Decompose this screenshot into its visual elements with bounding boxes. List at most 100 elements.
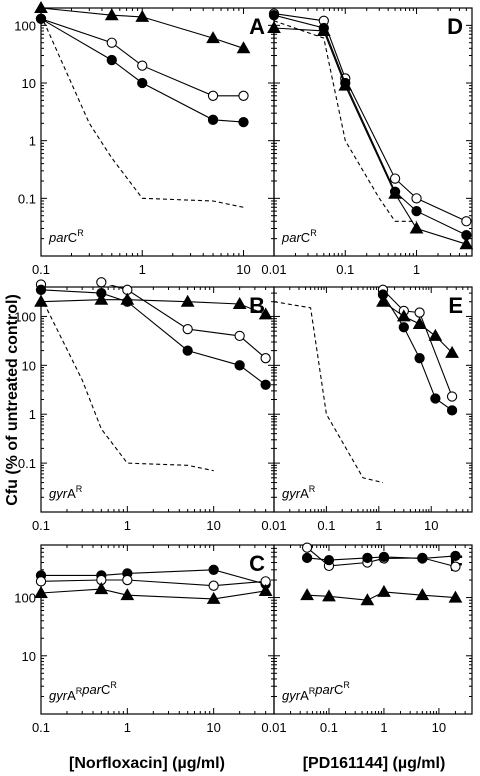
x-axis-label-norfloxacin: [Norfloxacin] (µg/ml) [69, 755, 225, 772]
series-line [274, 301, 384, 484]
x-tick-label: 0.1 [32, 518, 50, 533]
x-tick-label: 1 [413, 262, 420, 277]
data-point-triangle [34, 0, 48, 13]
y-tick-label: 100 [14, 309, 36, 324]
data-point-open-circle [389, 173, 401, 184]
data-point-triangle [412, 317, 427, 330]
data-point-triangle [377, 584, 391, 597]
panel-letter: E [448, 293, 463, 318]
series-filled-triangle [34, 0, 251, 54]
panel-letter: D [447, 14, 463, 39]
series-line [41, 14, 244, 208]
data-point-open-circle [446, 391, 458, 402]
series-line [41, 285, 266, 359]
data-point-filled-circle [414, 353, 425, 364]
series-line [274, 13, 467, 222]
data-point-triangle [135, 9, 150, 22]
data-point-triangle [180, 294, 195, 307]
strain-label: gyrAR [49, 484, 83, 501]
x-tick-label: 0.01 [261, 262, 286, 277]
data-point-filled-circle [208, 564, 219, 575]
y-tick-label: 100 [14, 18, 36, 33]
series-dashed [274, 20, 417, 222]
x-tick-label: 1 [124, 720, 131, 735]
data-point-triangle [120, 588, 135, 601]
panel-frame [40, 286, 275, 513]
data-point-open-circle [450, 561, 461, 572]
data-point-filled-circle [207, 114, 219, 125]
data-point-triangle [258, 307, 273, 320]
data-point-triangle [338, 78, 353, 91]
series-filled-triangle [34, 582, 273, 604]
series-open-circle [377, 284, 458, 402]
data-point-triangle [459, 237, 474, 250]
data-point-triangle [120, 292, 135, 305]
x-tick-label: 10 [236, 262, 250, 277]
series-line [41, 289, 266, 386]
data-point-open-circle [106, 37, 117, 48]
data-point-filled-circle [234, 360, 245, 371]
data-point-open-circle [238, 90, 249, 101]
x-tick-label: 0.01 [261, 720, 286, 735]
data-point-filled-circle [446, 405, 458, 416]
x-tick-label: 0.01 [261, 518, 286, 533]
strain-label: gyrARparCR [282, 680, 350, 703]
data-point-triangle [388, 186, 402, 199]
x-tick-label: 10 [424, 518, 438, 533]
data-point-filled-circle [137, 77, 148, 89]
data-point-open-circle [260, 353, 271, 364]
data-point-filled-circle [378, 551, 390, 563]
y-tick-label: 0.1 [18, 191, 36, 206]
y-tick-label: 10 [22, 76, 36, 91]
data-point-triangle [104, 8, 119, 21]
series-filled-circle [268, 10, 472, 241]
data-point-triangle [258, 583, 273, 596]
data-point-open-circle [207, 90, 219, 101]
y-tick-label: 0.1 [18, 456, 36, 471]
data-point-filled-circle [106, 54, 117, 66]
data-point-triangle [360, 593, 375, 606]
y-tick-label: 1 [29, 134, 36, 149]
data-point-filled-circle [182, 345, 193, 356]
x-tick-label: 1 [375, 518, 382, 533]
series-filled-triangle [300, 584, 463, 606]
data-point-open-circle [234, 330, 245, 342]
series-line [41, 579, 266, 587]
data-point-filled-circle [35, 13, 47, 24]
data-point-filled-circle [268, 10, 280, 21]
data-point-triangle [94, 292, 109, 305]
data-point-triangle [448, 590, 463, 603]
series-dashed [41, 296, 214, 472]
data-point-triangle [94, 582, 109, 595]
x-tick-label: 0.1 [32, 720, 50, 735]
series-open-circle [35, 277, 271, 364]
y-tick-label: 10 [22, 649, 36, 664]
panel-frame [273, 7, 473, 257]
x-tick-label: 10 [206, 720, 220, 735]
x-tick-label: 10 [206, 518, 220, 533]
panel-letter: B [249, 293, 265, 318]
series-dashed [41, 14, 244, 208]
x-tick-label: 1 [139, 262, 146, 277]
x-axis-label-pd161144: [PD161144] (µg/ml) [303, 755, 446, 772]
x-tick-label: 1 [124, 518, 131, 533]
data-point-triangle [267, 20, 281, 33]
data-point-triangle [236, 41, 251, 54]
panel-letter: A [249, 14, 265, 39]
series-dashed [274, 301, 384, 484]
x-tick-label: 10 [432, 720, 446, 735]
data-point-open-circle [411, 193, 422, 204]
x-tick-label: 0.1 [32, 262, 50, 277]
data-point-filled-circle [238, 116, 249, 128]
data-point-triangle [300, 588, 314, 601]
panel-frame [273, 286, 473, 513]
data-point-filled-circle [35, 284, 47, 295]
data-point-filled-circle [323, 554, 335, 566]
series-line [274, 27, 467, 245]
